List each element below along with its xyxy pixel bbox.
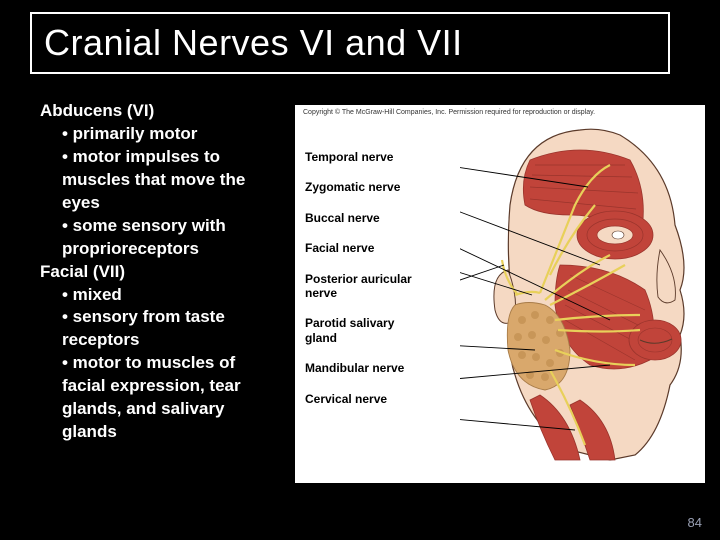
title-box: Cranial Nerves VI and VII — [30, 12, 670, 74]
bullet: • primarily motor — [62, 123, 275, 146]
slide-title: Cranial Nerves VI and VII — [44, 22, 656, 64]
bullet: • sensory from taste receptors — [62, 306, 275, 352]
section2-bullets: • mixed • sensory from taste receptors •… — [40, 284, 275, 445]
section1-bullets: • primarily motor • motor impulses to mu… — [40, 123, 275, 261]
label-parotid: Parotid salivary gland — [305, 316, 412, 345]
bullet: • mixed — [62, 284, 275, 307]
label-cervical: Cervical nerve — [305, 392, 412, 406]
label-zygomatic: Zygomatic nerve — [305, 180, 412, 194]
bullet: • motor to muscles of facial expression,… — [62, 352, 275, 444]
section1-heading: Abducens (VI) — [40, 100, 275, 123]
page-number: 84 — [688, 515, 702, 530]
label-posterior-auricular: Posterior auricular nerve — [305, 272, 412, 301]
bullet: • some sensory with proprioreceptors — [62, 215, 275, 261]
head-diagram — [460, 115, 695, 470]
label-buccal: Buccal nerve — [305, 211, 412, 225]
anatomy-figure: Copyright © The McGraw-Hill Companies, I… — [295, 105, 705, 483]
muscle-mouth — [629, 320, 681, 360]
bullet: • motor impulses to muscles that move th… — [62, 146, 275, 215]
text-content: Abducens (VI) • primarily motor • motor … — [40, 100, 275, 444]
section2-heading: Facial (VII) — [40, 261, 275, 284]
figure-labels: Temporal nerve Zygomatic nerve Buccal ne… — [305, 150, 412, 422]
label-mandibular: Mandibular nerve — [305, 361, 412, 375]
label-facial: Facial nerve — [305, 241, 412, 255]
label-temporal: Temporal nerve — [305, 150, 412, 164]
